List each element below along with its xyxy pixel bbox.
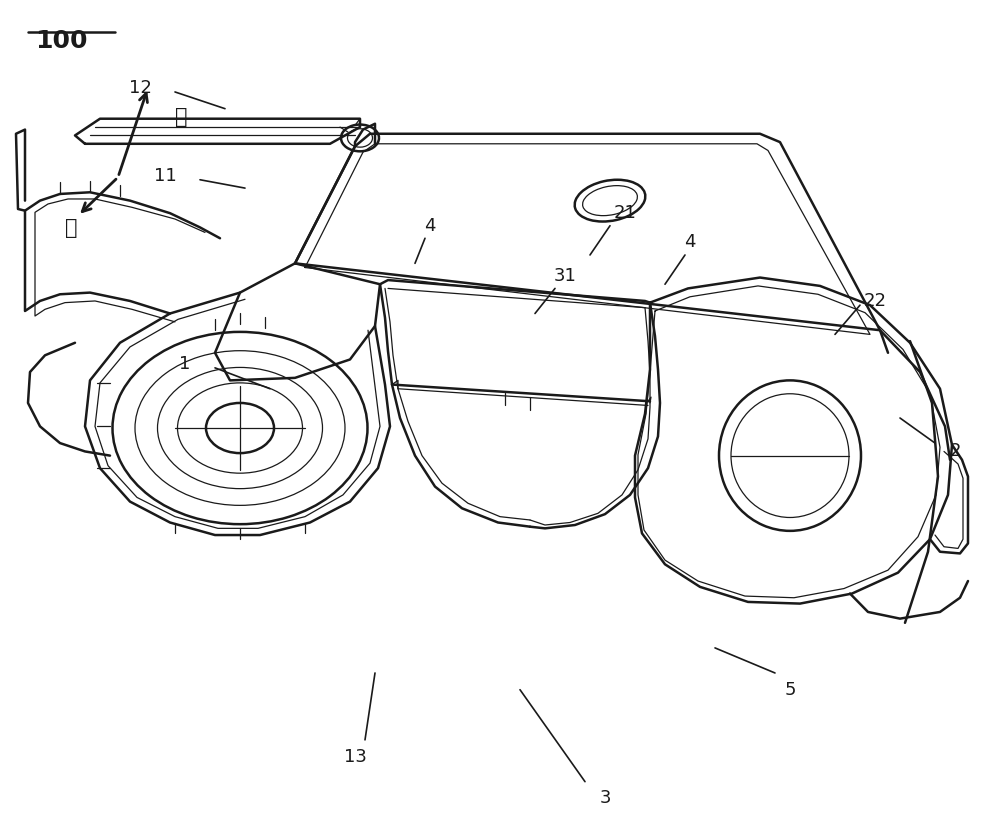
Text: 11: 11	[154, 166, 176, 185]
Text: 22: 22	[864, 292, 887, 310]
Text: 2: 2	[949, 442, 961, 461]
Text: 4: 4	[684, 233, 696, 252]
Text: 100: 100	[35, 29, 88, 54]
Text: 5: 5	[784, 681, 796, 699]
Text: 21: 21	[614, 204, 636, 222]
Text: 底: 底	[175, 107, 188, 127]
Text: 3: 3	[599, 789, 611, 808]
Text: 1: 1	[179, 354, 191, 373]
Text: 4: 4	[424, 217, 436, 235]
Text: 31: 31	[554, 267, 576, 285]
Text: 顶: 顶	[65, 218, 78, 238]
Text: 13: 13	[344, 747, 366, 766]
Text: 12: 12	[129, 79, 151, 97]
